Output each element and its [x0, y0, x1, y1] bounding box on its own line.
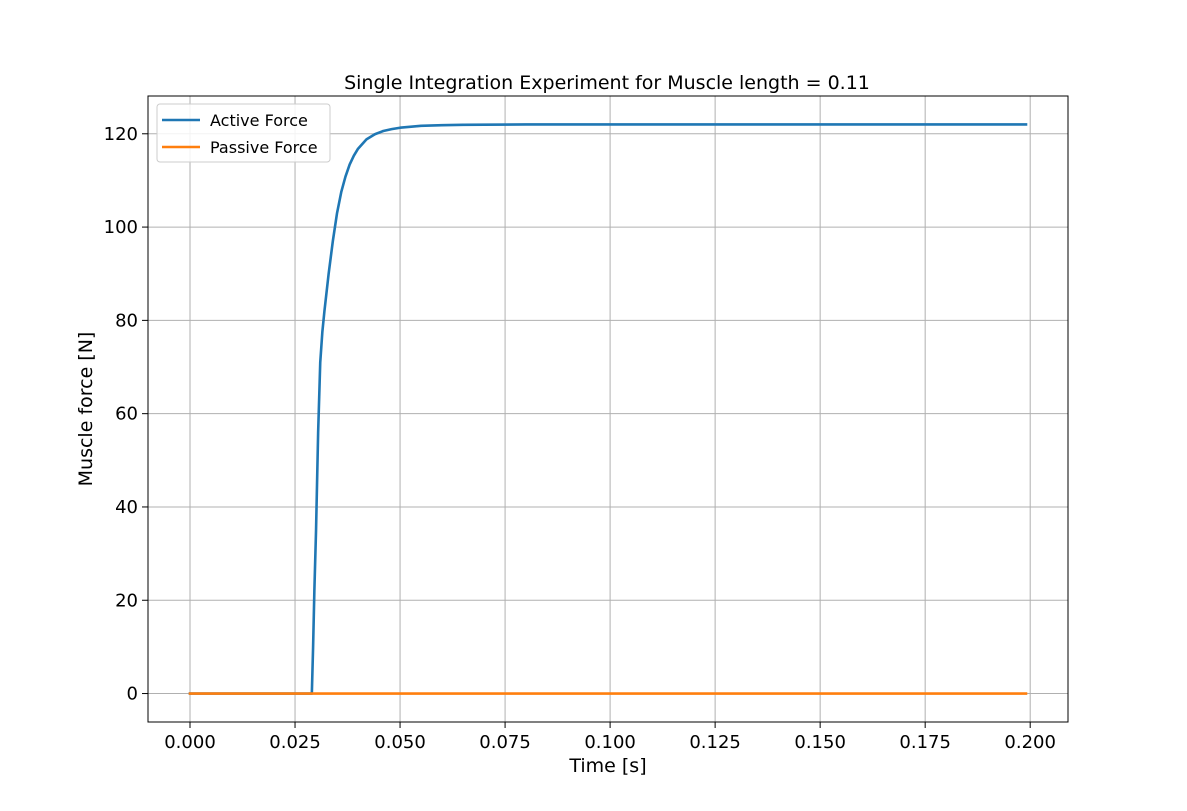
legend-box — [156, 103, 331, 163]
y-tick-label: 40 — [115, 497, 138, 518]
x-tick-label: 0.050 — [374, 732, 426, 753]
y-tick-label: 100 — [104, 217, 138, 238]
y-tick-label: 60 — [115, 404, 138, 425]
y-axis-ticks: 0 20 40 60 80 100 120 — [104, 124, 148, 705]
y-tick-label: 80 — [115, 310, 138, 331]
series-layer — [188, 123, 1028, 695]
x-tick-label: 0.200 — [1004, 732, 1056, 753]
x-axis-label: Time [s] — [568, 755, 646, 777]
chart-title: Single Integration Experiment for Muscle… — [344, 72, 870, 94]
x-tick-label: 0.000 — [164, 732, 216, 753]
grid — [148, 96, 1068, 722]
plot-frame — [147, 95, 1069, 723]
y-axis-label: Muscle force [N] — [75, 332, 97, 487]
series-line-active-force — [188, 123, 1028, 695]
x-tick-label: 0.100 — [584, 732, 636, 753]
legend-label-passive-force: Passive Force — [210, 138, 318, 157]
x-tick-label: 0.025 — [269, 732, 321, 753]
x-tick-label: 0.175 — [899, 732, 951, 753]
x-tick-label: 0.075 — [479, 732, 531, 753]
y-tick-label: 120 — [104, 124, 138, 145]
x-tick-label: 0.150 — [794, 732, 846, 753]
legend: Active Force Passive Force — [156, 103, 331, 163]
y-tick-label: 0 — [127, 684, 138, 705]
x-axis-ticks: 0.000 0.025 0.050 0.075 0.100 0.125 0.150 0.175… — [164, 722, 1056, 753]
x-tick-label: 0.125 — [689, 732, 741, 753]
legend-label-active-force: Active Force — [210, 111, 308, 130]
y-tick-label: 20 — [115, 590, 138, 611]
